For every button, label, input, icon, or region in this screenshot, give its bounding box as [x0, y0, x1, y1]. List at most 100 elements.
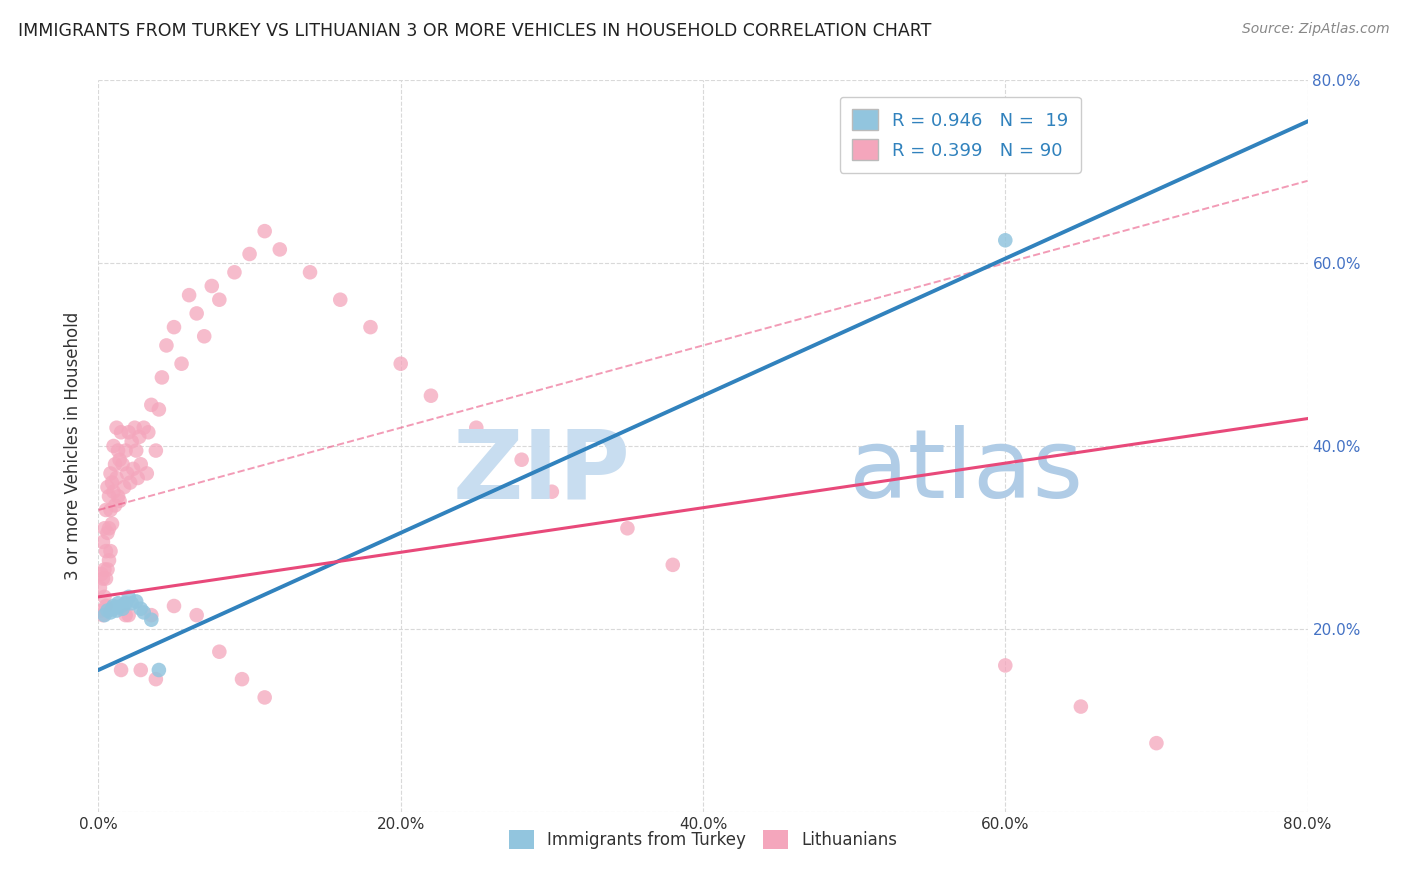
Point [122, 462, 145, 476]
Point [128, 430, 150, 444]
Point [141, 613, 163, 627]
Point [96, 603, 118, 617]
Point [90, 567, 112, 582]
Point [101, 475, 124, 490]
Text: ZIP: ZIP [453, 425, 630, 518]
Point [420, 389, 443, 403]
Point [121, 434, 143, 449]
Point [103, 599, 125, 613]
Point [104, 457, 127, 471]
Point [107, 596, 129, 610]
Point [111, 601, 134, 615]
Point [98, 553, 121, 567]
Point [93, 562, 115, 576]
Point [118, 590, 141, 604]
Point [510, 452, 533, 467]
Point [145, 443, 167, 458]
Point [91, 608, 114, 623]
Point [1144, 736, 1167, 750]
Point [141, 608, 163, 623]
Point [201, 279, 224, 293]
Point [105, 471, 128, 485]
Point [111, 457, 134, 471]
Legend: Immigrants from Turkey, Lithuanians: Immigrants from Turkey, Lithuanians [502, 823, 904, 856]
Point [91, 572, 114, 586]
Point [115, 467, 138, 481]
Point [208, 293, 231, 307]
Point [98, 521, 121, 535]
Point [114, 596, 136, 610]
Point [104, 600, 127, 615]
Point [100, 467, 122, 481]
Point [389, 357, 412, 371]
Point [94, 572, 117, 586]
Point [91, 535, 114, 549]
Point [93, 608, 115, 623]
Point [121, 596, 143, 610]
Point [96, 480, 118, 494]
Point [103, 439, 125, 453]
Point [110, 599, 132, 613]
Point [360, 320, 382, 334]
Point [103, 484, 125, 499]
Point [186, 306, 208, 320]
Point [129, 663, 152, 677]
Point [170, 357, 193, 371]
Point [94, 544, 117, 558]
Point [108, 494, 131, 508]
Point [163, 599, 186, 613]
Point [120, 475, 142, 490]
Point [100, 503, 122, 517]
Point [231, 672, 253, 686]
Point [540, 484, 562, 499]
Point [465, 421, 488, 435]
Point [145, 672, 167, 686]
Point [208, 645, 231, 659]
Point [104, 499, 127, 513]
Point [114, 443, 136, 458]
Point [110, 663, 132, 677]
Point [101, 601, 124, 615]
Point [186, 608, 208, 623]
Point [107, 489, 129, 503]
Point [135, 467, 157, 481]
Point [105, 421, 128, 435]
Point [163, 320, 186, 334]
Point [98, 489, 121, 503]
Point [110, 425, 132, 440]
Point [90, 603, 112, 617]
Text: IMMIGRANTS FROM TURKEY VS LITHUANIAN 3 OR MORE VEHICLES IN HOUSEHOLD CORRELATION: IMMIGRANTS FROM TURKEY VS LITHUANIAN 3 O… [18, 22, 932, 40]
Point [239, 247, 262, 261]
Point [616, 521, 638, 535]
Point [148, 663, 170, 677]
Point [100, 606, 122, 620]
Point [136, 425, 159, 440]
Point [269, 243, 291, 257]
Point [994, 658, 1017, 673]
Point [124, 421, 146, 435]
Text: atlas: atlas [848, 425, 1083, 518]
Point [114, 608, 136, 623]
Point [118, 425, 141, 440]
Text: Source: ZipAtlas.com: Source: ZipAtlas.com [1241, 22, 1389, 37]
Point [148, 402, 170, 417]
Point [108, 452, 131, 467]
Point [661, 558, 683, 572]
Point [299, 265, 322, 279]
Point [132, 421, 155, 435]
Point [150, 370, 173, 384]
Point [96, 525, 118, 540]
Point [193, 329, 215, 343]
Point [132, 606, 155, 620]
Point [93, 590, 115, 604]
Y-axis label: 3 or more Vehicles in Household: 3 or more Vehicles in Household [65, 312, 83, 580]
Point [129, 457, 152, 471]
Point [125, 443, 148, 458]
Point [107, 443, 129, 458]
Point [94, 599, 117, 613]
Point [96, 562, 118, 576]
Point [224, 265, 246, 279]
Point [89, 581, 111, 595]
Point [118, 608, 141, 623]
Point [179, 288, 201, 302]
